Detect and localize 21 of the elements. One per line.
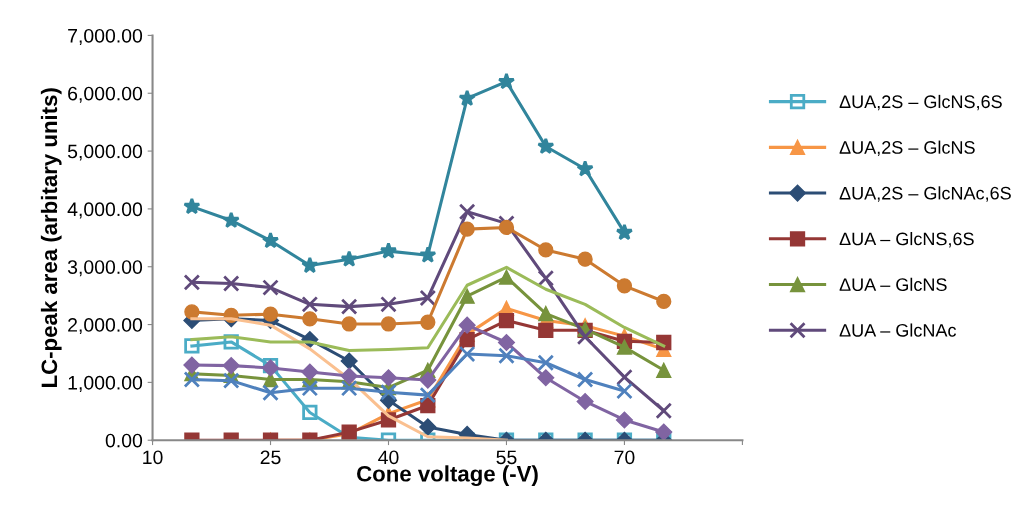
y-tick-label: 5,000.00 (67, 144, 143, 161)
y-tick-label: 1,000.00 (68, 375, 143, 392)
legend-label: ΔUA – GlcNAc (839, 323, 957, 337)
y-tick-label: 7,000.00 (68, 28, 143, 45)
x-tick-label: 10 (143, 450, 163, 465)
y-tick-label: 3,000.00 (67, 260, 143, 277)
x-axis-title: Cone voltage (-V) (357, 465, 538, 487)
legend-label: ΔUA – GlcNS (839, 277, 947, 292)
legend-label: ΔUA,2S – GlcNAc,6S (839, 186, 1011, 202)
legend-label: ΔUA,2S – GlcNS,6S (839, 94, 1002, 111)
y-tick-label: 4,000.00 (67, 202, 143, 219)
y-tick-label: 0.00 (105, 433, 143, 448)
legend-label: ΔUA – GlcNS,6S (839, 232, 974, 248)
x-tick-label: 55 (496, 450, 517, 465)
y-axis-title: LC-peak area (arbitary units) (40, 88, 62, 387)
y-tick-label: 2,000.00 (68, 318, 143, 335)
y-tick-label: 6,000.00 (68, 86, 143, 103)
x-tick-label: 70 (614, 450, 635, 465)
x-tick-label: 40 (378, 450, 399, 465)
x-tick-label: 25 (260, 450, 281, 465)
legend-label: ΔUA,2S – GlcNS (839, 140, 975, 156)
